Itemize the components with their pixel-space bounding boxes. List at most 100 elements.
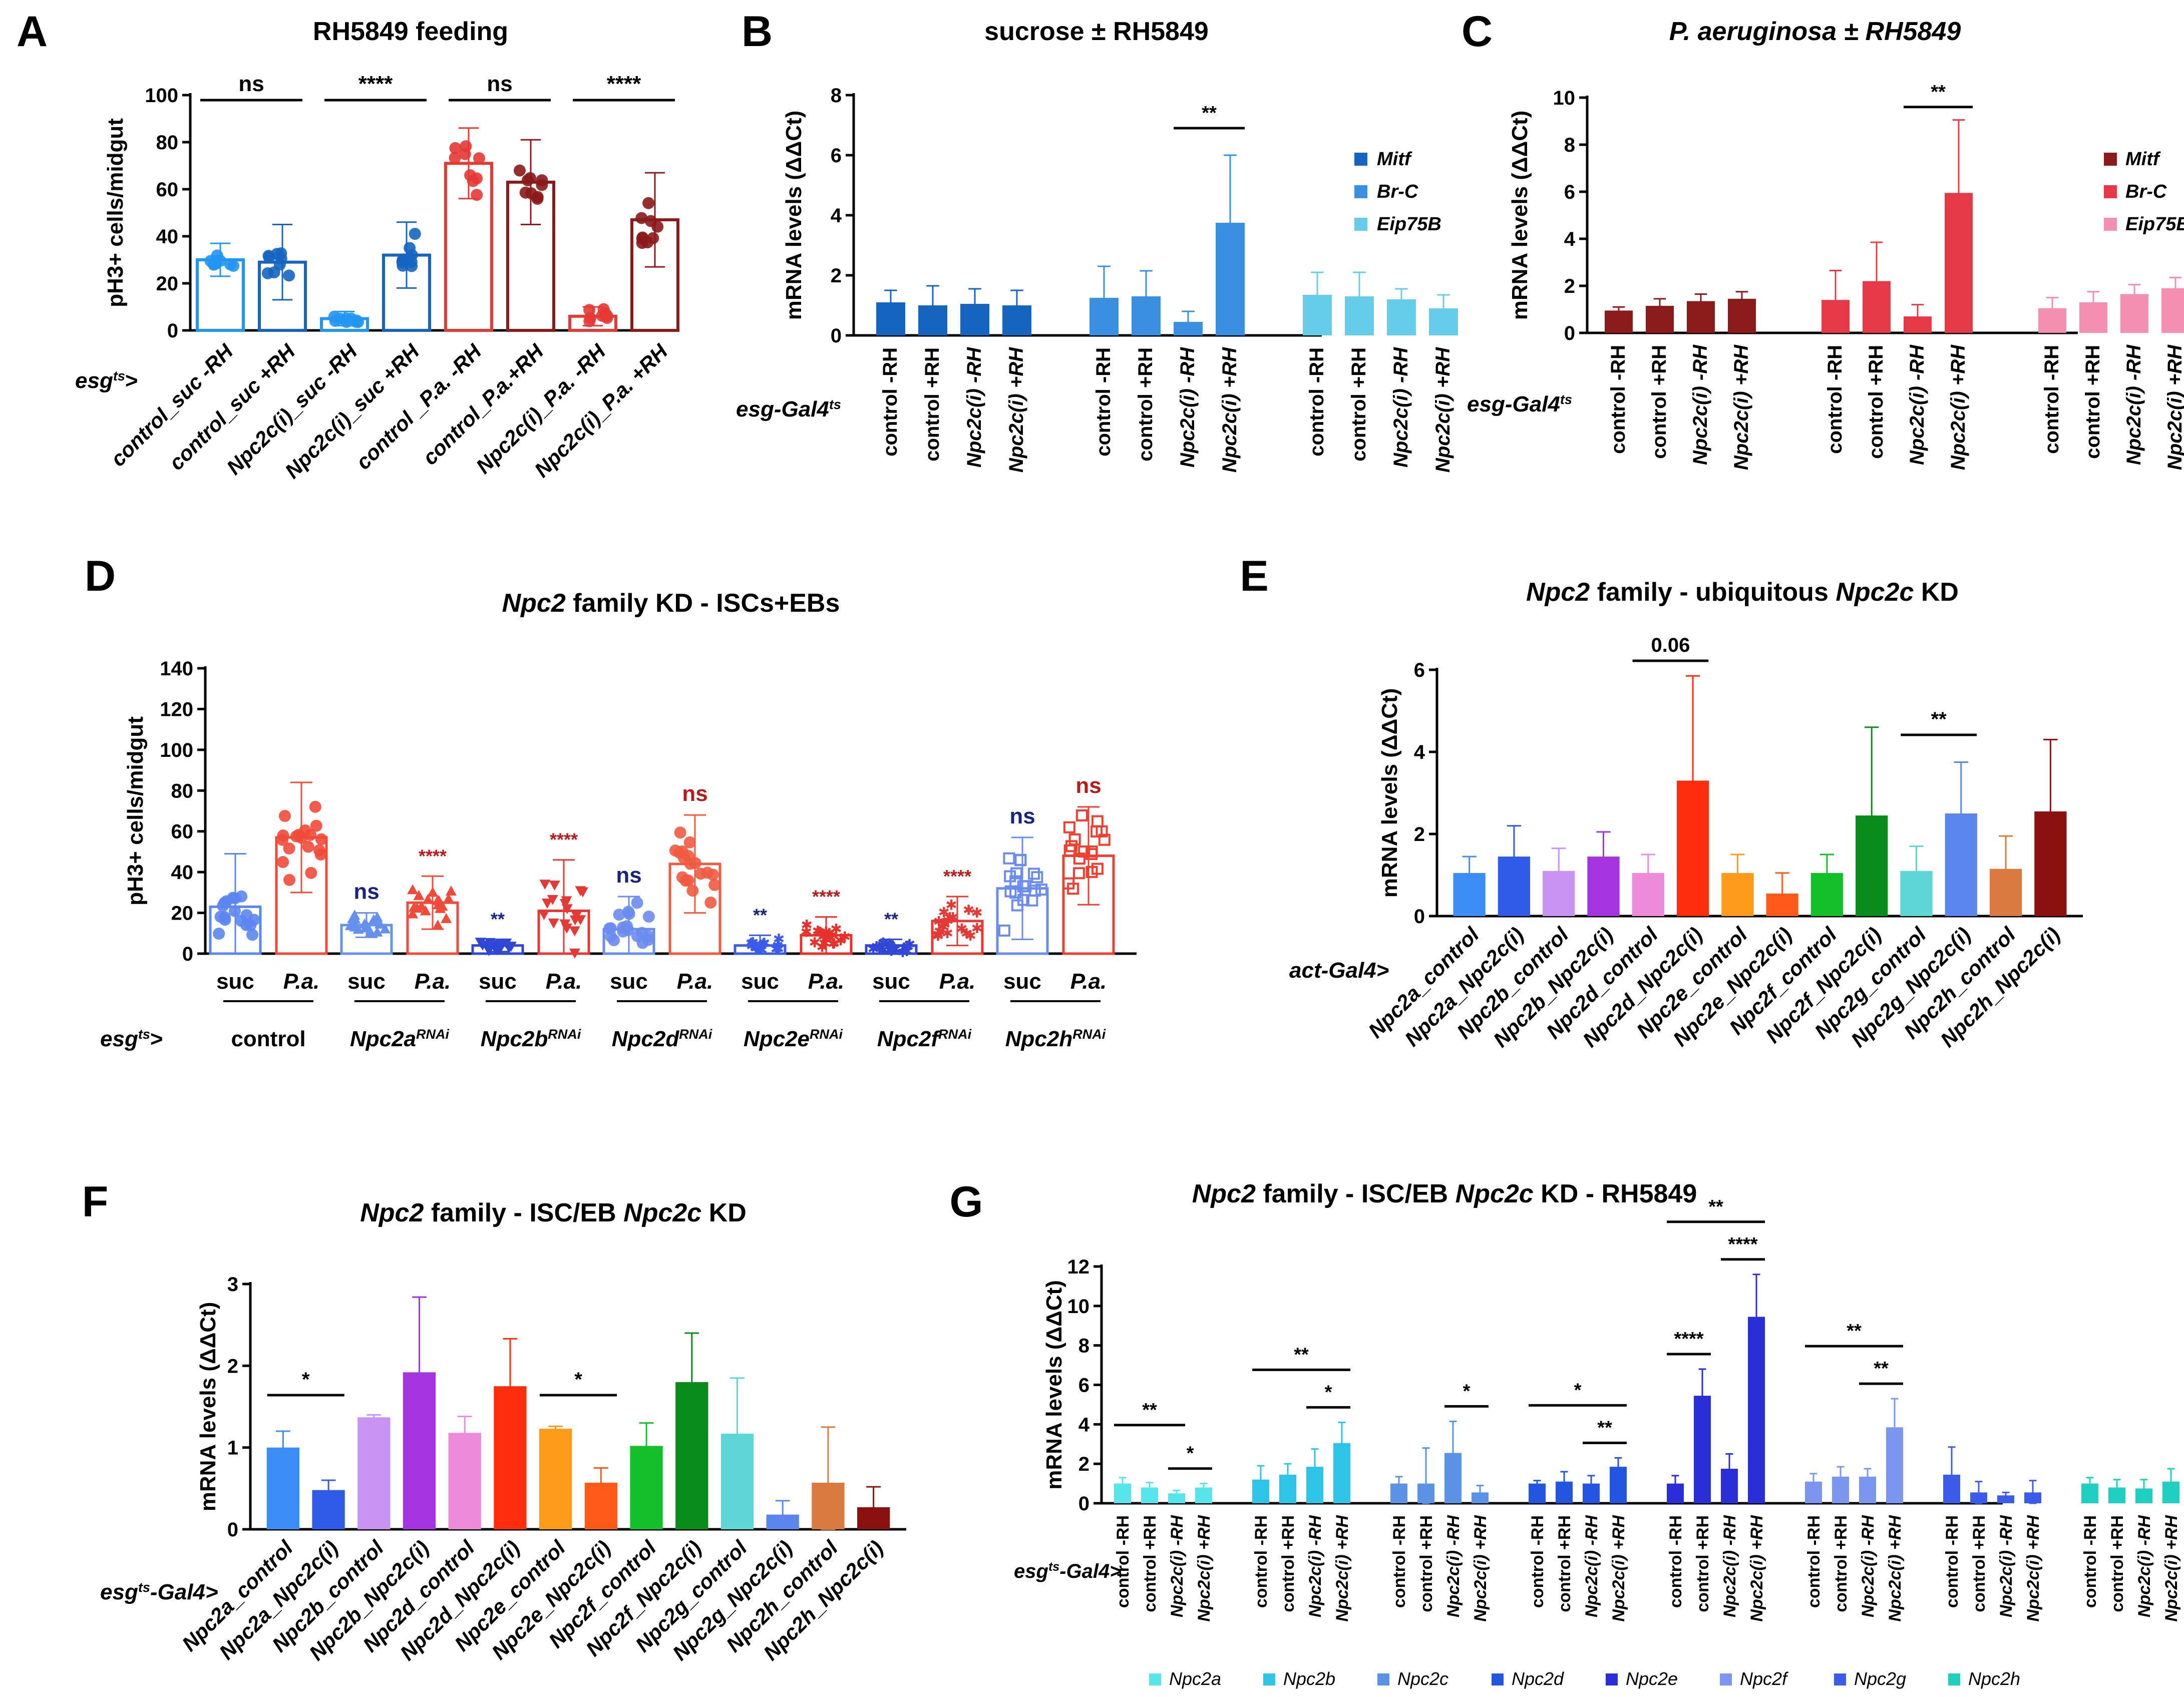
- legend-label: Npc2g: [1854, 1668, 1906, 1689]
- x-tick-label: control -RH: [1306, 347, 1328, 457]
- data-point: [445, 886, 457, 896]
- y-tick-label: 4: [831, 205, 842, 227]
- legend-label: Npc2a: [1169, 1668, 1221, 1689]
- data-point: ✱: [933, 914, 944, 930]
- data-point: ✱: [752, 939, 763, 955]
- genotype-label: esgts>: [75, 368, 138, 393]
- data-point: [292, 828, 305, 841]
- x-tick-label: control +RH: [1648, 345, 1670, 459]
- text-segment: esg: [75, 368, 113, 393]
- legend-label: Mitf: [1377, 149, 1412, 170]
- text-segment: >: [125, 368, 138, 393]
- x-tick-label: suc: [1003, 969, 1041, 994]
- y-tick-label: 8: [1564, 134, 1575, 156]
- data-point: [547, 895, 558, 905]
- significance-label: **: [491, 909, 505, 930]
- y-tick-label: 1: [227, 1437, 238, 1459]
- x-tick-label: Npc2c(i) -RH: [2135, 1515, 2154, 1617]
- x-tick-label: control +RH: [1970, 1515, 1989, 1612]
- x-tick-label: Npc2c(i) -RH: [1306, 1515, 1325, 1617]
- legend-label: Npc2b: [1283, 1668, 1335, 1689]
- data-point: [605, 930, 617, 943]
- y-tick-label: 40: [171, 862, 194, 884]
- data-point: ✱: [971, 905, 982, 921]
- data-point: [340, 316, 352, 328]
- data-point: [492, 940, 504, 951]
- x-tick-label: control -RH: [1943, 1515, 1962, 1608]
- data-point: [372, 926, 383, 937]
- x-tick-label: P.a.: [1070, 969, 1107, 994]
- x-tick-label: control -RH: [1528, 1515, 1547, 1608]
- data-point: [1014, 854, 1027, 866]
- significance-label: **: [753, 905, 767, 925]
- legend-swatch: [1834, 1673, 1846, 1685]
- x-tick-label: control +RH: [1348, 347, 1370, 462]
- data-point: [577, 887, 589, 898]
- data-point: ✱: [945, 897, 957, 913]
- data-point: [571, 911, 582, 921]
- legend-swatch: [1354, 153, 1367, 166]
- significance-label: ns: [682, 781, 707, 806]
- data-point: [210, 254, 222, 267]
- data-point: ✱: [818, 929, 829, 945]
- legend-label: Npc2c: [1397, 1668, 1448, 1689]
- data-point: [235, 915, 247, 927]
- x-tick-label: Npc2c(i) +RH: [2024, 1515, 2043, 1622]
- data-point: ✱: [814, 925, 826, 940]
- data-point: [601, 309, 613, 322]
- data-point: ✱: [956, 921, 967, 937]
- significance-label: *: [302, 1369, 310, 1391]
- data-point: [1010, 867, 1023, 880]
- data-point: ✱: [820, 925, 832, 940]
- x-tick-label: Npc2c(i) -RH: [1906, 344, 1928, 465]
- data-point: [1003, 852, 1015, 865]
- y-axis-label: mRNA levels (ΔΔCt): [1042, 1280, 1066, 1490]
- x-tick-label: control -RH: [1093, 347, 1115, 457]
- x-tick-label: control +RH: [1141, 1515, 1160, 1612]
- text-segment: RNAi: [938, 1027, 971, 1042]
- data-point: [246, 929, 259, 941]
- data-point: ✱: [773, 932, 785, 947]
- text-segment: >: [150, 1027, 163, 1051]
- genotype-label: esgts-Gal4>: [100, 1580, 218, 1604]
- significance-label: ****: [607, 72, 641, 96]
- legend-swatch: [1354, 185, 1367, 198]
- data-point: [1009, 887, 1022, 899]
- data-point: [1068, 833, 1081, 845]
- data-point: ✱: [965, 928, 976, 944]
- significance-label: **: [1294, 1344, 1309, 1365]
- significance-label: ****: [358, 72, 393, 96]
- y-tick-label: 20: [171, 903, 194, 925]
- data-point: [459, 148, 471, 160]
- y-tick-label: 4: [1414, 741, 1425, 763]
- text-segment: ts: [138, 1580, 150, 1595]
- data-point: ✱: [963, 902, 974, 918]
- panel-D: 0 20 40 60 80 100 120 140 pH3+ cells/midgut suc P.…: [123, 658, 1137, 1051]
- data-point: [262, 250, 275, 262]
- x-tick-label: control -RH: [2081, 1515, 2100, 1608]
- significance-label: ****: [1728, 1234, 1757, 1255]
- data-point: ✱: [824, 930, 835, 945]
- x-tick-label: suc: [479, 969, 517, 994]
- data-point: [409, 228, 421, 240]
- chart-title: sucrose ± RH5849: [984, 17, 1209, 46]
- x-tick-label: Npc2c(i) +RH: [1333, 1515, 1352, 1622]
- text-segment: -Gal4>: [1059, 1560, 1121, 1582]
- bar: [1997, 1495, 2014, 1503]
- y-axis-label: pH3+ cells/midgut: [103, 118, 128, 307]
- x-tick-label: control +RH: [2108, 1515, 2127, 1612]
- data-point: ✱: [759, 935, 770, 951]
- x-tick-label: suc: [872, 969, 910, 994]
- data-point: [636, 937, 649, 949]
- significance-label: **: [1847, 1321, 1862, 1342]
- x-tick-label: suc: [347, 969, 386, 994]
- data-point: [329, 314, 341, 327]
- text-segment: esg-Gal4: [1467, 392, 1560, 416]
- data-point: ✱: [897, 945, 908, 960]
- x-tick-label: Npc2c(i) -RH: [1390, 347, 1412, 468]
- data-point: ✱: [944, 910, 955, 926]
- significance-label: *: [1574, 1380, 1582, 1401]
- data-point: ✱: [904, 937, 915, 952]
- data-point: [374, 918, 386, 929]
